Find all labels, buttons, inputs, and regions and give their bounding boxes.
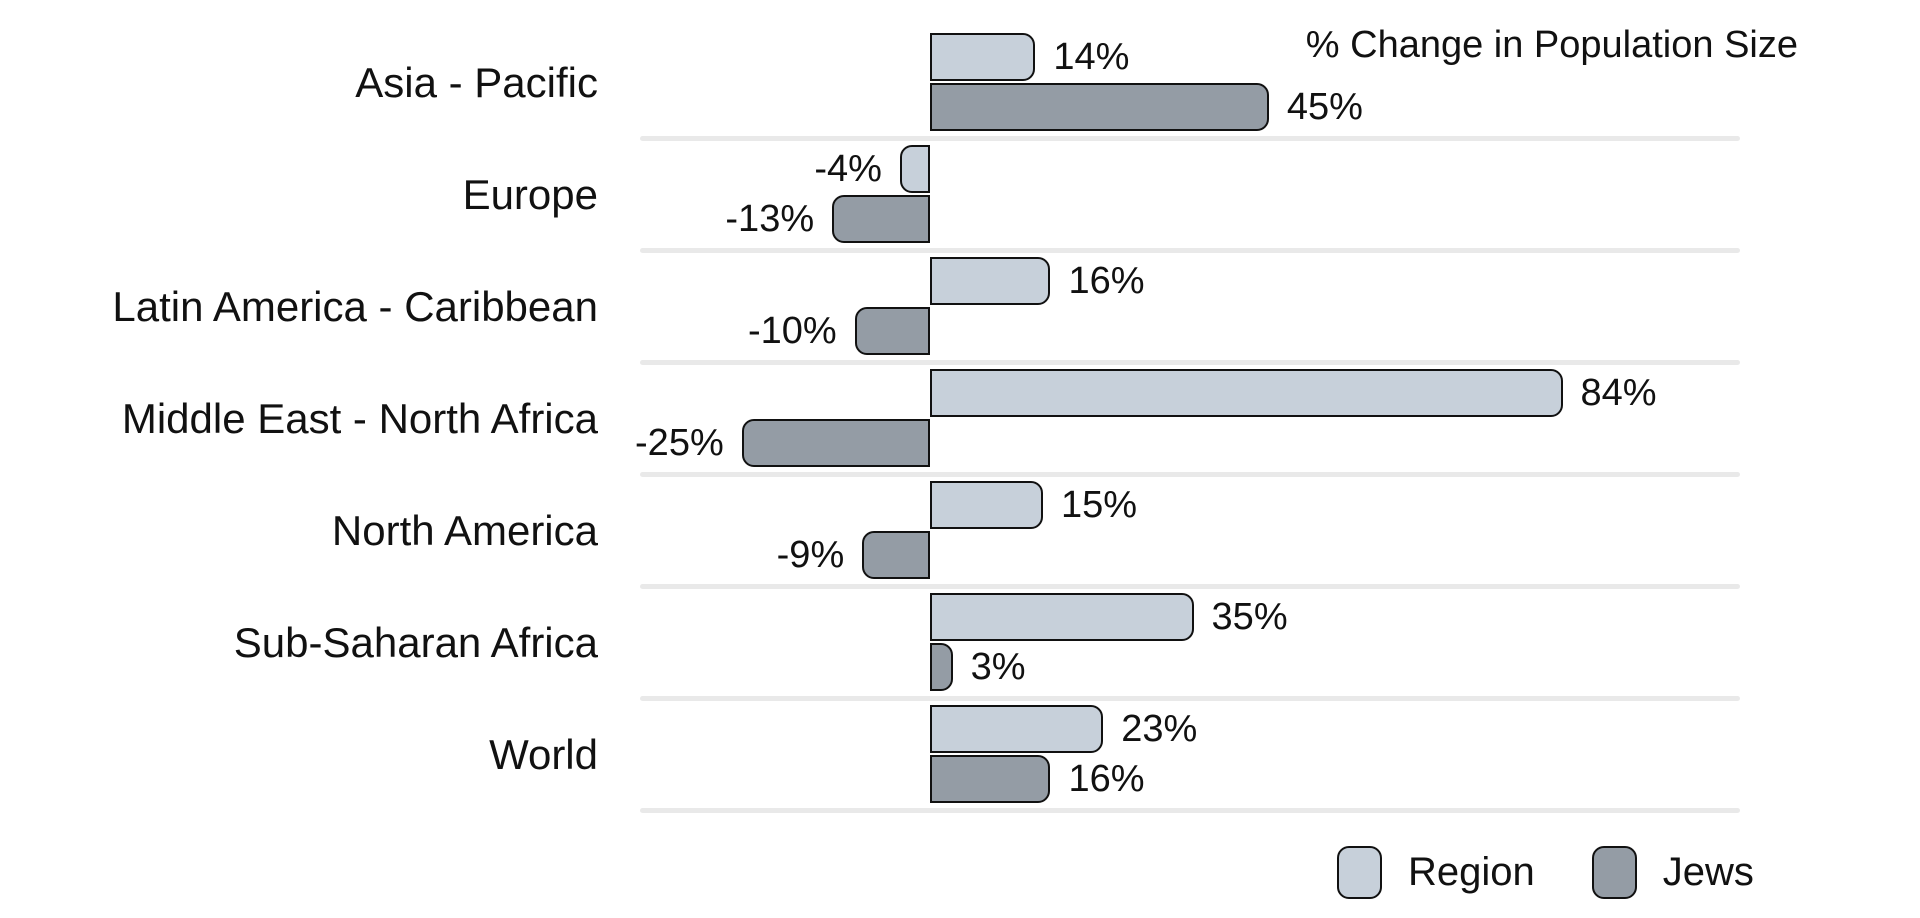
row-separator	[640, 584, 1740, 589]
bar-region-middle-east-north-africa	[930, 369, 1563, 417]
value-label-region-asia-pacific: 14%	[1053, 36, 1130, 78]
value-label-jews-latin-america-caribbean: -10%	[747, 310, 837, 352]
bar-jews-north-america	[862, 531, 930, 579]
bar-region-north-america	[930, 481, 1043, 529]
value-label-jews-sub-saharan-africa: 3%	[970, 646, 1026, 688]
bar-region-sub-saharan-africa	[930, 593, 1194, 641]
bar-jews-asia-pacific	[930, 83, 1269, 131]
value-label-region-middle-east-north-africa: 84%	[1580, 372, 1657, 414]
bar-region-world	[930, 705, 1104, 753]
value-label-jews-world: 16%	[1068, 758, 1145, 800]
bar-jews-middle-east-north-africa	[741, 419, 930, 467]
category-label-middle-east-north-africa: Middle East - North Africa	[121, 395, 598, 442]
legend-swatch-jews-icon	[1591, 845, 1637, 899]
category-label-asia-pacific: Asia - Pacific	[355, 59, 598, 106]
chart-title: % Change in Population Size	[1305, 24, 1798, 66]
row-separator	[640, 808, 1740, 813]
category-label-europe: Europe	[462, 171, 598, 218]
bar-jews-sub-saharan-africa	[930, 643, 953, 691]
bar-region-europe	[899, 145, 930, 193]
value-label-region-europe: -4%	[814, 148, 882, 190]
value-label-jews-asia-pacific: 45%	[1286, 86, 1363, 128]
row-separator	[640, 248, 1740, 253]
chart-legend: Region Jews	[1337, 843, 1754, 901]
value-label-region-sub-saharan-africa: 35%	[1211, 596, 1288, 638]
row-separator	[640, 136, 1740, 141]
row-separator	[640, 696, 1740, 701]
row-separator	[640, 360, 1740, 365]
legend-swatch-region-icon	[1337, 845, 1382, 899]
value-label-jews-north-america: -9%	[776, 534, 845, 576]
category-label-sub-saharan-africa: Sub-Saharan Africa	[233, 619, 598, 666]
value-label-jews-europe: -13%	[725, 198, 815, 240]
bar-jews-latin-america-caribbean	[854, 307, 930, 355]
bar-jews-europe	[832, 195, 930, 243]
bar-region-latin-america-caribbean	[930, 257, 1051, 305]
legend-item-region: Region	[1337, 843, 1535, 901]
legend-item-jews: Jews	[1591, 843, 1754, 901]
value-label-jews-middle-east-north-africa: -25%	[635, 422, 724, 464]
value-label-region-latin-america-caribbean: 16%	[1068, 260, 1145, 302]
legend-label-jews: Jews	[1662, 850, 1754, 894]
value-label-region-north-america: 15%	[1060, 484, 1137, 526]
category-label-north-america: North America	[331, 507, 598, 554]
legend-label-region: Region	[1408, 850, 1535, 894]
bar-jews-world	[930, 755, 1051, 803]
row-separator	[640, 472, 1740, 477]
category-label-world: World	[489, 731, 598, 778]
value-label-region-world: 23%	[1121, 708, 1198, 750]
category-label-latin-america-caribbean: Latin America - Caribbean	[112, 283, 598, 330]
bar-region-asia-pacific	[930, 33, 1036, 81]
